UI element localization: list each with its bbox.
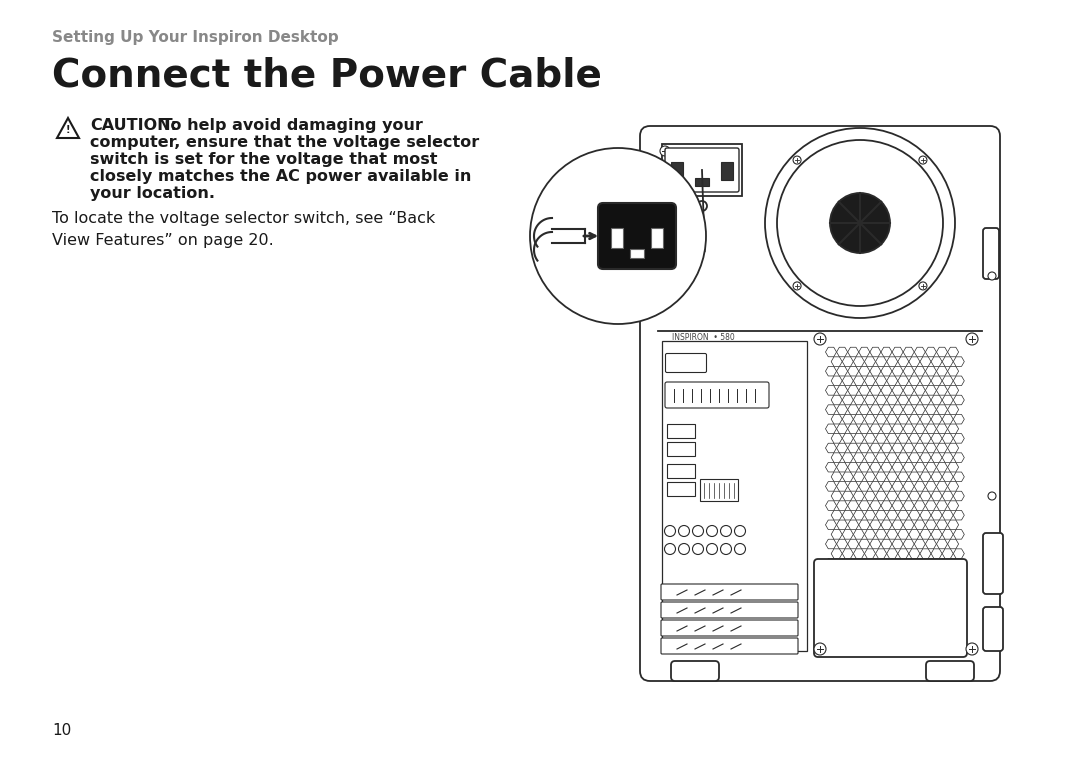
Bar [611,228,623,248]
Circle shape [720,525,731,536]
FancyBboxPatch shape [661,620,798,636]
Bar [651,228,663,248]
Circle shape [660,146,670,156]
Text: To locate the voltage selector switch, see “Back
View Features” on page 20.: To locate the voltage selector switch, s… [52,211,435,248]
Circle shape [793,156,801,164]
Circle shape [988,272,996,280]
FancyBboxPatch shape [665,382,769,408]
Text: Setting Up Your Inspiron Desktop: Setting Up Your Inspiron Desktop [52,30,339,45]
Circle shape [706,525,717,536]
Circle shape [697,201,707,211]
Circle shape [765,128,955,318]
Text: !: ! [66,125,70,135]
Bar [630,249,644,258]
Bar [662,341,807,651]
Bar [667,482,696,496]
Bar [667,442,696,456]
FancyBboxPatch shape [926,661,974,681]
Circle shape [793,282,801,290]
FancyBboxPatch shape [665,353,706,372]
Text: switch is set for the voltage that most: switch is set for the voltage that most [90,152,437,167]
Circle shape [664,525,675,536]
Circle shape [919,156,927,164]
FancyBboxPatch shape [983,228,999,279]
Text: Connect the Power Cable: Connect the Power Cable [52,56,602,94]
Circle shape [660,211,670,221]
FancyBboxPatch shape [661,584,798,600]
Text: closely matches the AC power available in: closely matches the AC power available i… [90,169,471,184]
FancyBboxPatch shape [665,148,739,192]
Circle shape [530,148,706,324]
Bar [721,162,733,180]
Text: your location.: your location. [90,186,215,201]
Circle shape [814,333,826,345]
Circle shape [678,544,689,555]
Circle shape [720,544,731,555]
FancyBboxPatch shape [671,661,719,681]
FancyBboxPatch shape [598,203,676,269]
Circle shape [678,525,689,536]
Circle shape [966,643,978,655]
FancyBboxPatch shape [814,559,967,657]
Bar [662,144,742,196]
Circle shape [664,544,675,555]
Bar [671,162,683,180]
Bar [700,479,738,501]
FancyBboxPatch shape [640,126,1000,681]
Circle shape [706,544,717,555]
Circle shape [831,193,890,253]
Circle shape [988,492,996,500]
Text: To help avoid damaging your: To help avoid damaging your [156,118,423,133]
Circle shape [734,525,745,536]
Circle shape [966,333,978,345]
Circle shape [734,544,745,555]
Bar [667,424,696,438]
FancyBboxPatch shape [983,533,1003,594]
FancyBboxPatch shape [661,638,798,654]
Text: computer, ensure that the voltage selector: computer, ensure that the voltage select… [90,135,480,150]
FancyBboxPatch shape [983,607,1003,651]
Circle shape [692,525,703,536]
FancyBboxPatch shape [661,602,798,618]
Circle shape [814,643,826,655]
Circle shape [692,544,703,555]
Bar [696,178,708,186]
Text: 10: 10 [52,723,71,738]
Bar [667,464,696,478]
Text: INSPIRON  • 580: INSPIRON • 580 [672,333,734,342]
Circle shape [919,282,927,290]
Text: CAUTION:: CAUTION: [90,118,177,133]
